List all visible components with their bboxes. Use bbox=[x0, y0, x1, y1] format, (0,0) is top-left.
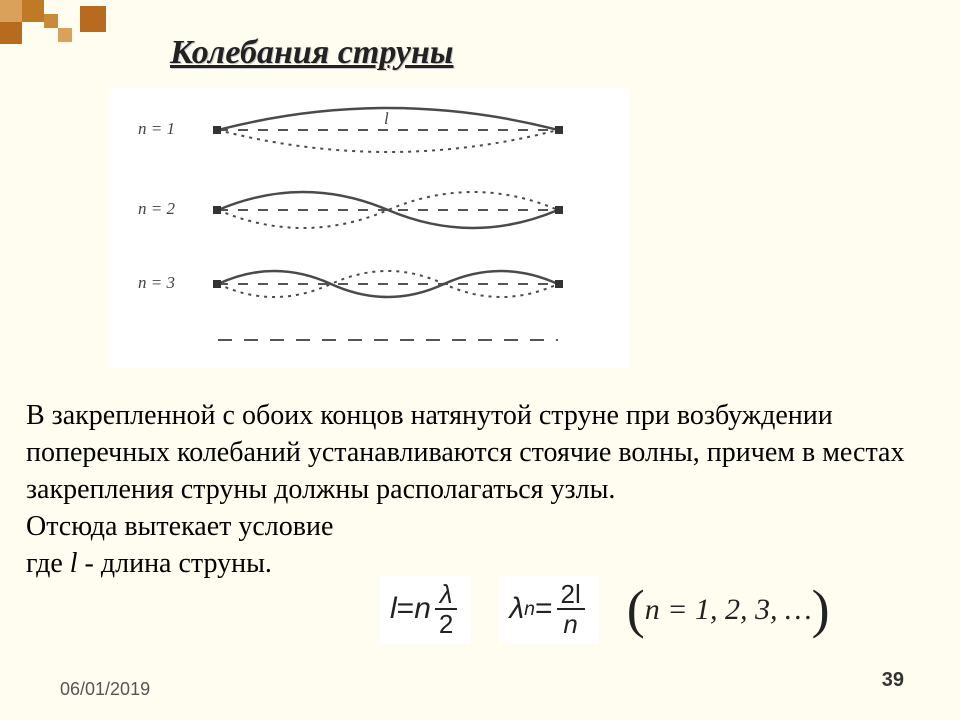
corner-decoration bbox=[0, 0, 140, 50]
slide-number: 39 bbox=[882, 669, 904, 692]
footer-date: 06/01/2019 bbox=[60, 679, 150, 700]
body-paragraph: В закрепленной с обоих концов натянутой … bbox=[26, 398, 930, 583]
line3a: где bbox=[26, 548, 70, 579]
formula-row: l = n λ 2 λn = 2l n ( n = 1, 2, 3, … ) bbox=[380, 576, 830, 644]
line3-var: l bbox=[70, 548, 78, 579]
paragraph-1: В закрепленной с обоих концов натянутой … bbox=[26, 398, 930, 509]
formula-3: ( n = 1, 2, 3, … ) bbox=[627, 588, 830, 631]
mode-label-2: n = 2 bbox=[138, 199, 175, 218]
string-modes-diagram: n = 1 l n = 2 n = 3 bbox=[110, 88, 630, 368]
formula-2: λn = 2l n bbox=[499, 576, 598, 644]
line2a: Отсюда вытекает условие bbox=[26, 511, 333, 542]
line3b: - длина струны. bbox=[78, 548, 272, 579]
mode-label-3: n = 3 bbox=[138, 273, 175, 292]
formula-1: l = n λ 2 bbox=[380, 576, 471, 644]
length-label: l bbox=[384, 109, 389, 128]
slide-title: Колебания струны bbox=[170, 34, 453, 72]
mode-label-1: n = 1 bbox=[138, 119, 175, 138]
